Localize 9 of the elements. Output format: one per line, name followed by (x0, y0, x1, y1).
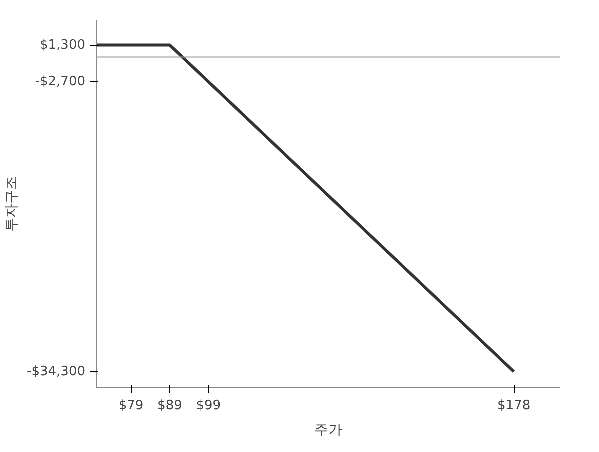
y-tick-label: -$34,300 (27, 364, 86, 380)
x-tick-label: $79 (118, 398, 144, 414)
x-tick-label: $178 (498, 398, 531, 414)
x-tick-label: $89 (158, 398, 182, 414)
x-tick-label: $99 (196, 398, 222, 414)
x-axis-title: 주가 (314, 422, 342, 438)
y-tick-label: $1,300 (40, 38, 86, 53)
y-tick-label: -$2,700 (35, 74, 86, 90)
y-axis-title: 투자구조 (3, 176, 20, 232)
